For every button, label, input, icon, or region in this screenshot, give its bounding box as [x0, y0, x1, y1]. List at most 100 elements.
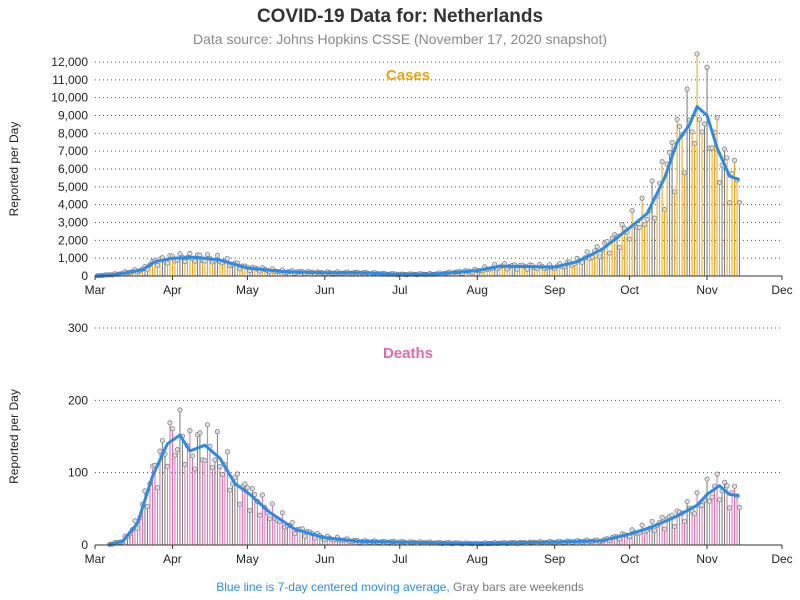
daily-marker [702, 121, 708, 127]
daily-marker [182, 462, 188, 468]
daily-marker [174, 447, 180, 453]
x-tick-label: Aug [467, 552, 488, 566]
daily-marker [637, 224, 643, 230]
y-tick-label: 12,000 [51, 55, 88, 69]
daily-marker [627, 236, 633, 242]
y-tick-label: 6,000 [58, 162, 88, 176]
daily-marker [219, 472, 225, 478]
daily-marker [257, 512, 263, 518]
daily-marker [714, 471, 720, 477]
y-tick-label: 10,000 [51, 91, 88, 105]
daily-marker [209, 465, 215, 471]
daily-marker [659, 159, 665, 165]
daily-marker [594, 244, 600, 250]
daily-marker [164, 463, 170, 469]
daily-marker [279, 510, 285, 516]
daily-marker [659, 514, 665, 520]
daily-marker [644, 216, 650, 222]
daily-marker [727, 505, 733, 511]
daily-marker [727, 200, 733, 206]
daily-marker [217, 464, 223, 470]
daily-marker [737, 200, 743, 206]
daily-marker [244, 485, 250, 491]
daily-marker [724, 155, 730, 161]
daily-marker [157, 448, 163, 454]
daily-marker [724, 483, 730, 489]
y-tick-label: 2,000 [58, 233, 88, 247]
daily-marker [249, 486, 255, 492]
daily-marker [189, 453, 195, 459]
daily-marker [672, 523, 678, 529]
panel-title: Deaths [383, 345, 433, 362]
x-tick-label: Jul [392, 283, 407, 297]
daily-marker [172, 452, 178, 458]
daily-marker [164, 260, 170, 266]
y-tick-label: 11,000 [52, 73, 88, 87]
x-tick-label: Jul [392, 552, 407, 566]
daily-marker [699, 503, 705, 509]
y-axis-label: Reported per Day [7, 122, 21, 217]
daily-marker [204, 422, 210, 428]
daily-marker [732, 483, 738, 489]
daily-marker [247, 508, 253, 514]
x-tick-label: Aug [467, 283, 488, 297]
y-tick-label: 5,000 [58, 180, 88, 194]
daily-marker [677, 123, 683, 129]
daily-marker [204, 252, 210, 258]
daily-marker [667, 149, 673, 155]
chart-title: COVID-19 Data for: Netherlands [256, 6, 544, 27]
x-tick-label: May [236, 283, 259, 297]
x-tick-label: Mar [85, 552, 106, 566]
daily-marker [242, 481, 248, 487]
moving-average-line [94, 105, 741, 278]
daily-marker [177, 407, 183, 413]
x-tick-label: Apr [163, 283, 182, 297]
daily-marker [717, 497, 723, 503]
daily-marker [697, 116, 703, 122]
y-tick-label: 4,000 [58, 198, 88, 212]
daily-marker [662, 526, 668, 532]
daily-marker [722, 146, 728, 152]
y-tick-label: 0 [81, 538, 88, 552]
daily-marker [672, 189, 678, 195]
x-tick-label: Nov [696, 552, 717, 566]
daily-marker [302, 533, 308, 539]
daily-marker [167, 420, 173, 426]
daily-marker [704, 476, 710, 482]
daily-marker [684, 499, 690, 505]
daily-marker [674, 116, 680, 122]
daily-marker [187, 428, 193, 434]
y-tick-label: 300 [68, 321, 88, 335]
daily-marker [192, 258, 198, 264]
daily-marker [154, 262, 160, 268]
daily-marker [292, 531, 298, 537]
daily-marker [639, 522, 645, 528]
x-tick-label: Sep [544, 283, 566, 297]
daily-marker [619, 222, 625, 228]
daily-marker [259, 492, 265, 498]
daily-marker [682, 170, 688, 176]
daily-marker [652, 215, 658, 221]
daily-marker [144, 504, 150, 510]
x-tick-label: Dec [771, 552, 792, 566]
daily-marker [699, 129, 705, 135]
daily-marker [597, 254, 603, 260]
x-tick-label: Jun [315, 552, 334, 566]
daily-marker [669, 139, 675, 145]
daily-marker [692, 511, 698, 517]
daily-marker [252, 492, 258, 498]
daily-marker [652, 528, 658, 534]
daily-marker [607, 250, 613, 256]
daily-marker [689, 129, 695, 135]
daily-marker [662, 207, 668, 213]
y-tick-label: 3,000 [58, 216, 88, 230]
daily-marker [267, 516, 273, 522]
daily-marker [237, 501, 243, 507]
daily-marker [682, 518, 688, 524]
daily-marker [187, 250, 193, 256]
daily-marker [159, 438, 165, 444]
daily-marker [289, 520, 295, 526]
daily-marker [649, 518, 655, 524]
chart-subtitle: Data source: Johns Hopkins CSSE (Novembe… [193, 31, 607, 47]
